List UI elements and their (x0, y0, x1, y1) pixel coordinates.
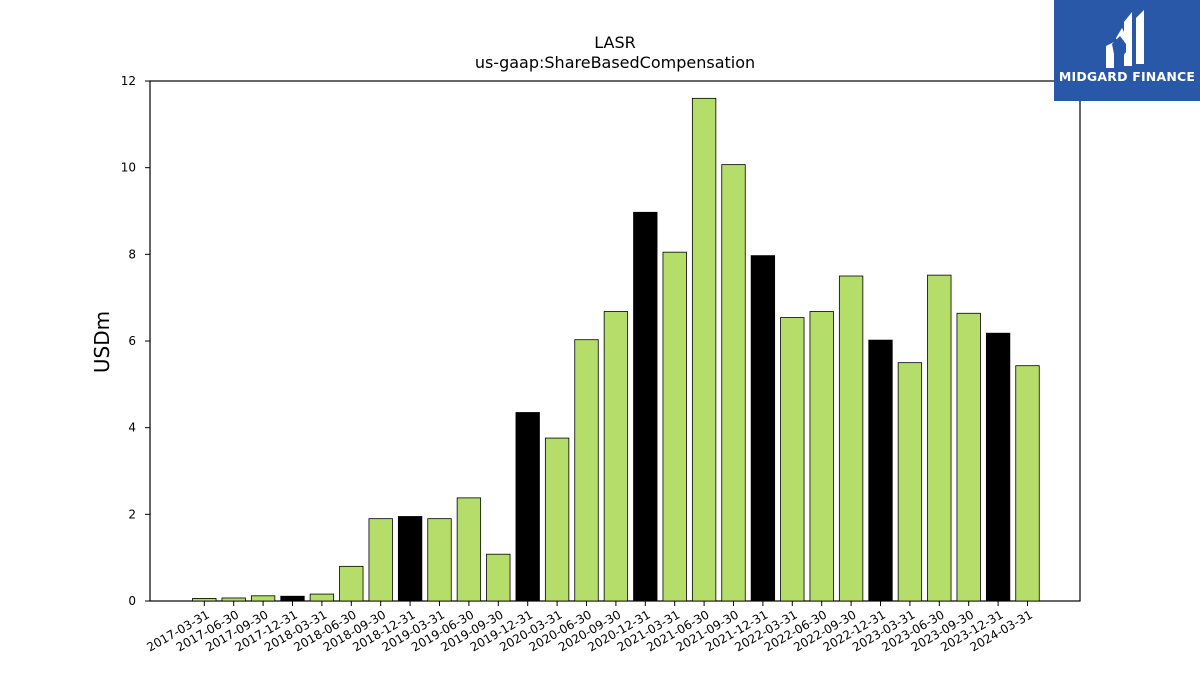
y-tick-label: 10 (121, 161, 136, 175)
bar (838, 275, 864, 602)
bar (897, 362, 923, 602)
bar (192, 598, 217, 602)
bar (339, 565, 364, 602)
bar (750, 255, 776, 602)
midgard-logo-icon (1106, 10, 1144, 68)
y-tick-label: 0 (128, 594, 136, 608)
y-tick-label: 2 (128, 507, 136, 521)
bar (486, 553, 511, 602)
y-tick-label: 12 (121, 74, 136, 88)
bar (515, 412, 540, 602)
bar (309, 593, 335, 602)
bar (368, 518, 393, 602)
y-ticks-group: 0 2 4 6 8 10 12 (121, 74, 150, 608)
bar (985, 332, 1011, 602)
bar (544, 437, 570, 602)
bar (250, 595, 276, 602)
bar (662, 251, 687, 602)
bars-group (192, 97, 1040, 602)
bar (868, 339, 893, 602)
bar (603, 311, 629, 602)
x-ticks-group: 2017-03-312017-06-302017-09-302017-12-31… (144, 601, 1035, 654)
bar (691, 97, 717, 602)
bar (221, 597, 246, 602)
bar (809, 311, 834, 602)
chart-subtitle: us-gaap:ShareBasedCompensation (475, 53, 755, 72)
y-axis-label: USDm (90, 311, 114, 373)
bar (574, 339, 599, 602)
bar (956, 312, 981, 602)
bar (721, 164, 746, 602)
y-tick-label: 4 (128, 421, 136, 435)
bar (927, 274, 952, 602)
bar (780, 317, 805, 602)
bar (1015, 365, 1040, 602)
bar (280, 595, 305, 602)
bar (427, 518, 452, 602)
bar (633, 211, 658, 602)
bar (397, 516, 423, 602)
bar (456, 497, 482, 602)
logo-text: MIDGARD FINANCE (1058, 69, 1196, 84)
y-tick-label: 6 (128, 334, 136, 348)
chart-title: LASR (594, 33, 636, 52)
y-tick-label: 8 (128, 247, 136, 261)
